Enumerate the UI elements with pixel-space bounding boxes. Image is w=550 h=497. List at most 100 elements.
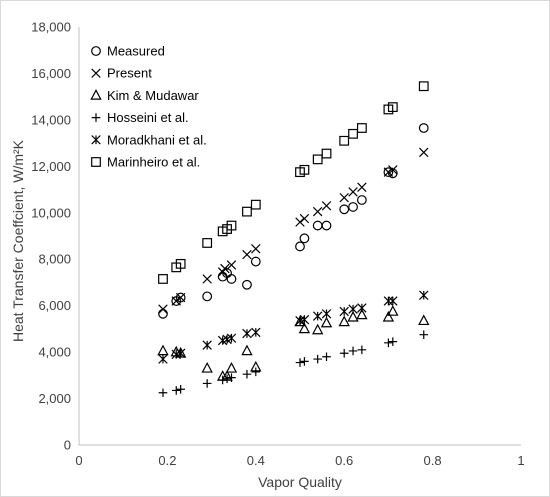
- data-point: [339, 204, 350, 215]
- data-point: [226, 220, 237, 231]
- data-point: [384, 338, 393, 348]
- series-plus: [158, 330, 429, 398]
- data-point: [171, 386, 181, 395]
- data-point: [158, 388, 168, 398]
- data-point: [387, 305, 399, 316]
- legend-item: Hosseini et al.: [91, 110, 189, 125]
- data-point: [242, 369, 252, 379]
- data-point: [218, 375, 227, 385]
- data-point: [418, 123, 429, 133]
- data-point: [321, 309, 332, 319]
- legend-label: Kim & Mudawar: [107, 88, 199, 103]
- data-point: [312, 206, 323, 217]
- legend-marker: [91, 46, 101, 56]
- data-point: [312, 154, 323, 165]
- data-point: [419, 290, 429, 300]
- tick-labels: 0 0.2 0.4 0.6 0.8 1 0 2,000 4,000 6,000 8,000 10,00…: [31, 20, 524, 469]
- data-point: [175, 292, 186, 303]
- data-point: [202, 291, 213, 302]
- data-point: [225, 361, 238, 373]
- data-point: [299, 233, 310, 244]
- data-point: [227, 373, 236, 382]
- data-point: [338, 315, 350, 327]
- y-tick-label: 8,000: [38, 252, 71, 267]
- data-point: [348, 304, 358, 314]
- data-point: [251, 327, 261, 338]
- x-tick-label: 0.8: [424, 453, 442, 468]
- data-point: [226, 333, 237, 343]
- y-tick-label: 0: [64, 438, 71, 453]
- series-x: [158, 147, 429, 314]
- data-point: [388, 165, 398, 175]
- legend-item: Marinheiro et al.: [91, 155, 200, 170]
- data-point: [382, 310, 395, 322]
- data-point: [339, 348, 349, 358]
- data-point: [299, 164, 310, 175]
- data-point: [251, 244, 261, 254]
- data-point: [312, 311, 323, 321]
- data-point: [175, 348, 186, 358]
- data-point: [320, 316, 333, 328]
- data-point: [383, 167, 394, 178]
- data-point: [388, 337, 398, 346]
- data-points: [157, 81, 430, 398]
- data-point: [388, 296, 398, 306]
- x-tick-label: 0.4: [247, 453, 265, 468]
- data-point: [157, 344, 169, 356]
- y-tick-label: 4,000: [38, 345, 71, 360]
- data-point: [321, 201, 332, 211]
- data-point: [175, 292, 186, 303]
- data-point: [357, 345, 367, 355]
- data-point: [313, 354, 322, 364]
- y-tick-label: 18,000: [31, 20, 71, 35]
- data-point: [242, 279, 252, 290]
- legend-item: Moradkhani et al.: [91, 132, 207, 147]
- data-point: [158, 274, 168, 284]
- series-asterisk: [158, 290, 429, 364]
- data-point: [202, 340, 212, 350]
- legend-marker: [90, 89, 102, 100]
- data-point: [222, 374, 232, 384]
- data-point: [250, 199, 261, 210]
- data-point: [201, 361, 213, 373]
- data-point: [295, 241, 305, 252]
- data-point: [171, 296, 181, 306]
- legend: Measured Present Kim & Mudawar Hosseini et …: [90, 44, 207, 170]
- series-circle: [158, 123, 429, 319]
- data-point: [311, 323, 324, 335]
- data-point: [322, 352, 331, 362]
- data-point: [347, 310, 359, 322]
- y-axis-title: Heat Transfer Coeffcient, W/m²K: [10, 139, 26, 342]
- y-tick-label: 2,000: [38, 391, 71, 406]
- data-point: [242, 249, 252, 260]
- data-point: [418, 81, 429, 92]
- data-point: [321, 220, 332, 231]
- data-point: [158, 354, 168, 364]
- data-point: [356, 308, 368, 320]
- data-point: [242, 328, 252, 339]
- data-point: [202, 274, 212, 284]
- series-square: [158, 81, 429, 284]
- data-point: [298, 322, 311, 334]
- data-point: [356, 123, 367, 133]
- data-point: [242, 206, 252, 217]
- data-point: [357, 182, 367, 192]
- legend-item: Present: [91, 66, 152, 81]
- data-point: [251, 367, 261, 377]
- data-point: [348, 202, 358, 212]
- data-point: [321, 148, 332, 159]
- data-point: [356, 195, 367, 205]
- y-tick-label: 14,000: [31, 112, 71, 127]
- data-point: [158, 308, 168, 319]
- data-point: [339, 192, 349, 203]
- data-point: [202, 238, 213, 248]
- x-tick-label: 0.2: [158, 453, 176, 468]
- axes: [78, 27, 521, 446]
- data-point: [158, 304, 168, 314]
- data-point: [299, 213, 310, 224]
- data-point: [383, 167, 394, 177]
- legend-label: Hosseini et al.: [107, 110, 189, 125]
- data-point: [339, 135, 350, 146]
- y-tick-label: 12,000: [31, 159, 71, 174]
